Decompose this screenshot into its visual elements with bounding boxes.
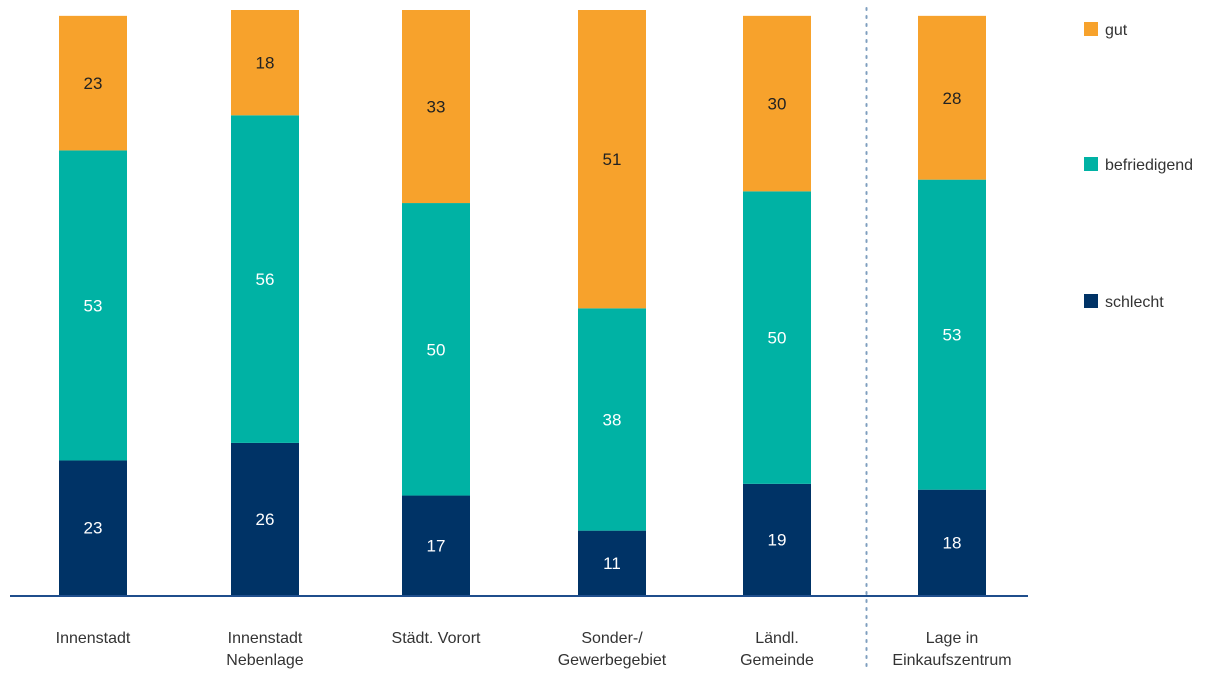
data-label-gut: 18 bbox=[256, 54, 275, 73]
data-label-befriedigend: 56 bbox=[256, 270, 275, 289]
category-label: Innenstadt Nebenlage bbox=[226, 630, 304, 669]
data-label-schlecht: 17 bbox=[427, 536, 446, 555]
category-label: Innenstadt bbox=[56, 630, 131, 647]
data-label-schlecht: 18 bbox=[943, 533, 962, 552]
bar-segment-schlecht bbox=[578, 530, 646, 595]
data-label-befriedigend: 53 bbox=[943, 326, 962, 345]
category-label: Städt. Vorort bbox=[392, 630, 481, 647]
data-label-schlecht: 23 bbox=[84, 519, 103, 538]
bar-segment-schlecht bbox=[231, 442, 299, 595]
bar-segment-gut bbox=[743, 15, 811, 192]
category-label: Ländl. Gemeinde bbox=[740, 630, 814, 669]
bar-segment-schlecht bbox=[743, 483, 811, 595]
data-label-gut: 51 bbox=[603, 150, 622, 169]
category-label: Sonder-/ Gewerbegebiet bbox=[558, 630, 667, 669]
data-label-befriedigend: 53 bbox=[84, 296, 103, 315]
category-label-line: Gewerbegebiet bbox=[558, 652, 667, 669]
data-label-befriedigend: 50 bbox=[768, 329, 787, 348]
bar-segment-befriedigend bbox=[402, 203, 470, 496]
bar-segment-schlecht bbox=[918, 489, 986, 595]
category-label-line: Nebenlage bbox=[226, 652, 304, 669]
data-label-gut: 28 bbox=[943, 89, 962, 108]
category-label-line: Lage in bbox=[926, 630, 979, 647]
data-label-schlecht: 11 bbox=[603, 554, 621, 573]
data-label-befriedigend: 50 bbox=[427, 340, 446, 359]
legend-swatch-befriedigend bbox=[1084, 157, 1098, 171]
bar-segment-gut bbox=[231, 10, 299, 116]
bar-segment-befriedigend bbox=[918, 179, 986, 490]
bar-segment-befriedigend bbox=[231, 115, 299, 443]
legend: gut befriedigend schlecht bbox=[1084, 22, 1193, 311]
bar-segment-schlecht bbox=[402, 495, 470, 595]
bar-segment-befriedigend bbox=[578, 308, 646, 531]
bar-segment-gut bbox=[578, 10, 646, 309]
category-label-line: Ländl. bbox=[755, 630, 799, 647]
bar-segment-befriedigend bbox=[743, 191, 811, 484]
data-label-gut: 23 bbox=[84, 74, 103, 93]
legend-swatch-schlecht bbox=[1084, 294, 1098, 308]
legend-label-schlecht: schlecht bbox=[1105, 294, 1164, 311]
data-label-befriedigend: 38 bbox=[603, 411, 622, 430]
bar-segment-gut bbox=[59, 15, 127, 151]
legend-label-befriedigend: befriedigend bbox=[1105, 157, 1193, 174]
bar-segment-schlecht bbox=[59, 460, 127, 595]
category-labels-layer: Innenstadt Innenstadt Nebenlage Städt. Voro… bbox=[56, 630, 1012, 669]
data-label-gut: 33 bbox=[427, 98, 446, 117]
category-label-line: Städt. Vorort bbox=[392, 630, 481, 647]
category-label-line: Einkaufszentrum bbox=[892, 652, 1011, 669]
data-labels-layer: 23 53 23 26 56 18 17 50 33 11 38 51 19 50 30 18 53 28 bbox=[84, 54, 962, 573]
legend-label-gut: gut bbox=[1105, 22, 1128, 39]
category-label-line: Sonder-/ bbox=[581, 630, 643, 647]
category-label-line: Gemeinde bbox=[740, 652, 814, 669]
legend-swatch-gut bbox=[1084, 22, 1098, 36]
category-label-line: Innenstadt bbox=[56, 630, 131, 647]
data-label-schlecht: 26 bbox=[256, 510, 275, 529]
bars-layer bbox=[59, 10, 986, 595]
bar-segment-gut bbox=[918, 15, 986, 180]
category-label: Lage in Einkaufszentrum bbox=[892, 630, 1011, 669]
data-label-gut: 30 bbox=[768, 95, 787, 114]
data-label-schlecht: 19 bbox=[768, 530, 787, 549]
bar-segment-befriedigend bbox=[59, 150, 127, 461]
category-label-line: Innenstadt bbox=[228, 630, 303, 647]
bar-segment-gut bbox=[402, 10, 470, 204]
